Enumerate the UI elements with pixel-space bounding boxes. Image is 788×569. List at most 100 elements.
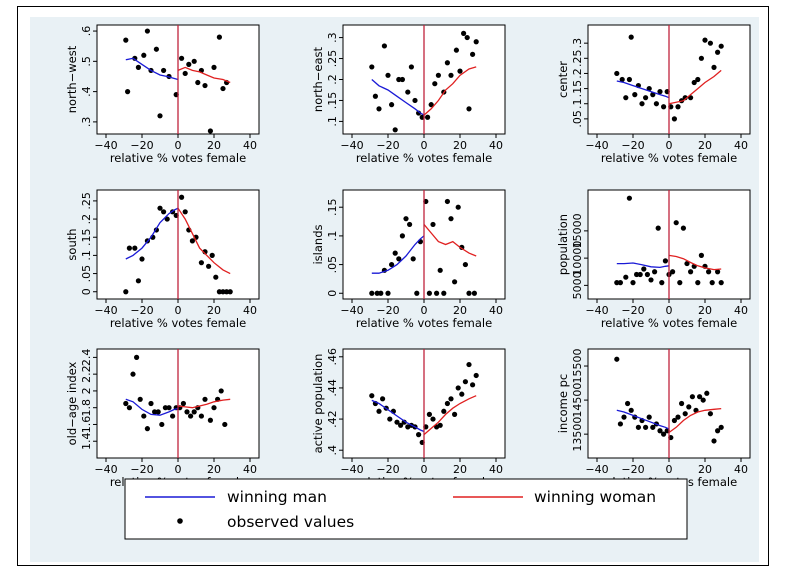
y-axis-label: south (65, 228, 79, 260)
observed-point (220, 289, 226, 295)
observed-point (426, 290, 432, 296)
observed-point (718, 43, 724, 49)
observed-point (617, 421, 624, 427)
observed-point (385, 290, 391, 296)
x-tick-label: 40 (243, 139, 257, 152)
x-tick-label: −40 (585, 463, 608, 476)
observed-point (632, 92, 638, 98)
observed-point (141, 52, 147, 58)
observed-point (227, 289, 233, 295)
observed-point (466, 361, 472, 368)
winning-woman-line (423, 395, 477, 436)
observed-point (634, 271, 640, 278)
y-tick-label: 10000 (571, 241, 584, 276)
x-tick-label: 0 (666, 304, 673, 317)
observed-point (702, 37, 708, 43)
observed-point (376, 408, 382, 414)
y-axis-label: population (556, 214, 570, 275)
y-tick-label: 1.4 (80, 432, 93, 450)
x-tick-label: 20 (698, 304, 712, 317)
observed-point (434, 290, 440, 296)
observed-point (452, 279, 458, 285)
observed-point (437, 267, 443, 273)
observed-point (209, 252, 215, 258)
observed-point (152, 409, 158, 415)
observed-point (444, 400, 450, 407)
x-tick-label: 0 (666, 463, 673, 476)
observed-point (403, 216, 409, 222)
y-tick-label: 2.2 (80, 365, 93, 383)
observed-point (202, 396, 208, 402)
observed-point (132, 245, 138, 251)
winning-woman-line (177, 207, 231, 275)
winning-woman-line (668, 69, 722, 105)
y-tick-label: 0 (326, 290, 339, 297)
observed-point (455, 204, 461, 210)
observed-point (709, 280, 715, 286)
observed-point (684, 260, 690, 267)
observed-point (126, 405, 132, 411)
y-tick-label: .25 (80, 192, 93, 210)
observed-point (453, 47, 459, 53)
observed-point (626, 76, 633, 83)
observed-point (700, 397, 706, 403)
x-tick-label: −20 (621, 304, 644, 317)
observed-point (455, 385, 461, 391)
winning-man-line (371, 235, 425, 274)
x-tick-label: −40 (94, 139, 117, 152)
x-tick-label: 0 (175, 463, 182, 476)
observed-point (675, 414, 681, 420)
x-tick-label: −20 (376, 139, 399, 152)
observed-point (430, 221, 436, 228)
observed-point (135, 278, 141, 284)
x-axis-label: relative % votes female (110, 316, 246, 330)
observed-point (224, 289, 230, 295)
winning-man-line (616, 262, 670, 269)
winning-man-line (125, 398, 179, 416)
observed-point (441, 290, 447, 296)
observed-point (134, 354, 140, 360)
y-tick-label: .1 (326, 231, 339, 242)
observed-point (407, 221, 413, 228)
x-tick-label: −20 (130, 139, 153, 152)
observed-point (182, 209, 188, 215)
observed-point (473, 372, 479, 379)
observed-point (635, 424, 642, 430)
winning-woman-line (668, 254, 722, 271)
y-tick-label: .5 (80, 56, 93, 66)
x-tick-label: −20 (621, 463, 644, 476)
observed-point (216, 289, 222, 295)
y-tick-label: .05 (80, 265, 93, 283)
observed-point (130, 371, 136, 377)
observed-point (206, 263, 212, 269)
x-tick-label: −20 (376, 463, 399, 476)
y-axis-label: income pc (556, 374, 570, 433)
x-tick-label: −20 (130, 463, 153, 476)
observed-point (213, 274, 219, 280)
y-tick-label: .3 (326, 32, 339, 43)
legend-box (124, 478, 688, 540)
y-tick-label: 14500 (571, 383, 584, 418)
observed-point (644, 271, 651, 278)
observed-point (650, 424, 656, 430)
winning-woman-line (423, 223, 477, 257)
x-tick-label: 0 (421, 139, 428, 152)
observed-point (643, 95, 649, 101)
observed-point (135, 64, 141, 70)
x-tick-label: −40 (94, 304, 117, 317)
observed-point (399, 233, 405, 239)
observed-point (132, 55, 138, 61)
x-tick-label: −40 (340, 139, 363, 152)
observed-point (392, 127, 398, 133)
winning-woman-line (177, 398, 231, 409)
observed-point (671, 116, 678, 122)
observed-point (623, 95, 629, 101)
observed-point (369, 290, 375, 296)
y-axis-label: islands (311, 224, 325, 264)
x-tick-label: −20 (130, 304, 153, 317)
observed-point (628, 34, 634, 40)
legend-woman-label: winning woman (534, 488, 656, 506)
winning-woman-line (177, 66, 231, 84)
y-tick-label: 15000 (571, 213, 584, 248)
